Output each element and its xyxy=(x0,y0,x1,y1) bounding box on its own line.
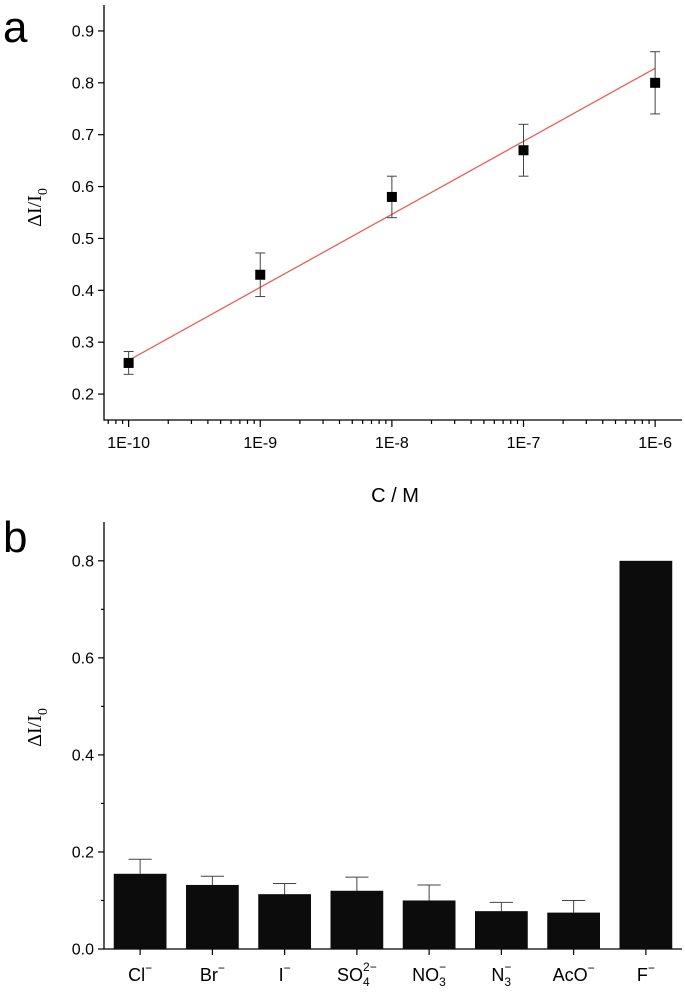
category-base-b: Br xyxy=(200,965,218,985)
category-sup-b: − xyxy=(284,961,291,975)
bar-b xyxy=(402,900,456,949)
category-sub-b: 3 xyxy=(439,975,446,989)
y-tick-label-b: 0.4 xyxy=(72,747,94,764)
category-sup-b: − xyxy=(588,961,595,975)
x-category-label-b: F− xyxy=(637,961,655,985)
category-sup-b: − xyxy=(439,960,446,974)
data-point-a xyxy=(255,269,266,280)
data-point-a xyxy=(386,191,397,202)
category-sup-b: − xyxy=(504,960,511,974)
x-tick-label-a: 1E-7 xyxy=(507,435,541,452)
bar-b xyxy=(547,912,600,949)
x-tick-label-a: 1E-8 xyxy=(375,435,409,452)
x-axis-title-a: C / M xyxy=(371,485,419,507)
category-base-b: N xyxy=(491,965,504,985)
category-sup-b: 2− xyxy=(363,960,377,974)
category-base-b: F xyxy=(637,965,648,985)
x-tick-label-a: 1E-10 xyxy=(107,435,150,452)
y-tick-label-b: 0.0 xyxy=(72,942,94,959)
bar-b xyxy=(330,890,384,949)
y-axis-title-a: ΔI/I0 xyxy=(24,188,51,227)
x-category-label-b: NO3− xyxy=(412,960,446,989)
x-category-label-b: SO42− xyxy=(337,960,377,989)
data-point-a xyxy=(518,145,529,156)
category-sup-b: − xyxy=(648,961,655,975)
category-base-b: NO xyxy=(412,965,439,985)
y-tick-label-a: 0.7 xyxy=(72,127,94,144)
panel-letter-a: a xyxy=(3,3,28,52)
y-tick-label-b: 0.8 xyxy=(72,553,94,570)
scatter-chart-a: 0.2 0.3 0.4 0.5 0.6 0.7 0.8 0.9 1E-10 1E-9 1E-8 1E-… xyxy=(24,5,682,507)
y-tick-label-a: 0.6 xyxy=(72,179,94,196)
y-tick-label-a: 0.9 xyxy=(72,23,94,40)
x-category-label-b: Br− xyxy=(200,961,225,985)
y-tick-label-a: 0.2 xyxy=(72,387,94,404)
y-tick-label-b: 0.6 xyxy=(72,650,94,667)
category-base-b: Cl xyxy=(128,965,145,985)
y-tick-label-a: 0.3 xyxy=(72,335,94,352)
x-category-label-b: I− xyxy=(279,961,291,985)
y-axis-title-sub-a: 0 xyxy=(36,188,51,195)
x-category-label-b: N3− xyxy=(491,960,511,989)
category-base-b: I xyxy=(279,965,284,985)
bar-b xyxy=(475,911,528,949)
x-tick-label-a: 1E-9 xyxy=(243,435,277,452)
y-tick-label-a: 0.4 xyxy=(72,283,94,300)
category-base-b: AcO xyxy=(553,965,588,985)
category-base-b: SO xyxy=(337,965,363,985)
category-sup-b: − xyxy=(218,961,225,975)
panel-letter-b: b xyxy=(3,513,27,562)
category-sub-b: 3 xyxy=(504,975,511,989)
bar-b xyxy=(619,560,673,949)
y-tick-label-a: 0.8 xyxy=(72,75,94,92)
data-point-a xyxy=(123,357,134,368)
y-tick-label-b: 0.2 xyxy=(72,844,94,861)
y-axis-title-main-a: ΔI/I xyxy=(24,195,46,227)
category-sup-b: − xyxy=(145,961,152,975)
y-axis-title-b: ΔI/I0 xyxy=(24,708,51,747)
category-sub-b: 4 xyxy=(363,975,370,989)
x-category-label-b: AcO− xyxy=(553,961,595,985)
data-point-a xyxy=(650,77,661,88)
bar-b xyxy=(186,884,239,949)
bar-b xyxy=(258,894,311,949)
y-tick-label-a: 0.5 xyxy=(72,231,94,248)
axes-frame-a xyxy=(103,5,682,421)
x-tick-label-a: 1E-6 xyxy=(638,435,672,452)
y-axis-title-main-b: ΔI/I xyxy=(24,715,46,747)
y-axis-title-sub-b: 0 xyxy=(36,708,51,715)
bar-b xyxy=(113,873,167,949)
x-category-label-b: Cl− xyxy=(128,961,152,985)
